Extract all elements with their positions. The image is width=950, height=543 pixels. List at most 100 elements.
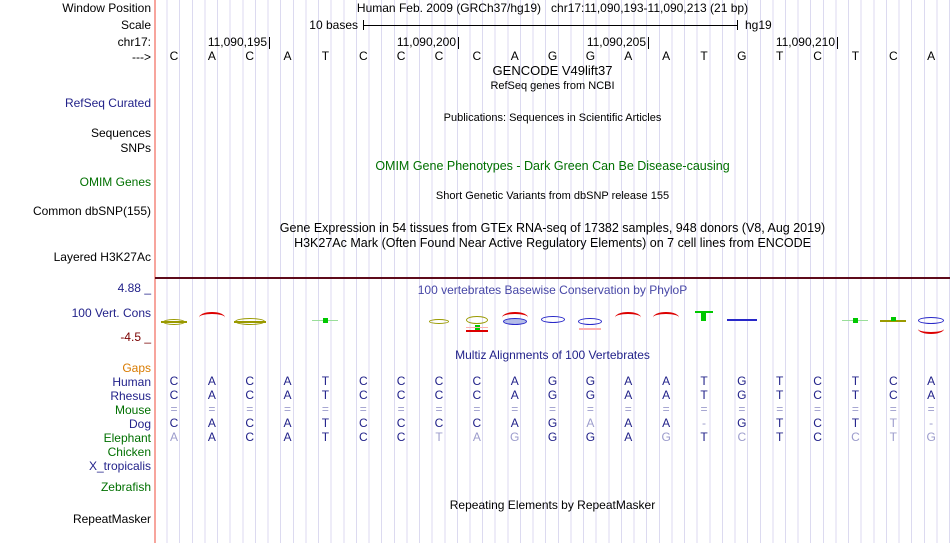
alignment-species-zebrafish[interactable]: Zebrafish bbox=[100, 480, 151, 494]
gencode-title[interactable]: GENCODE V49lift37 bbox=[492, 63, 613, 78]
alignment-letter: C bbox=[813, 374, 822, 388]
alignment-letter: C bbox=[888, 374, 898, 388]
ref-base: A bbox=[510, 49, 519, 63]
track-label-common-dbsnp[interactable]: Common dbSNP(155) bbox=[32, 204, 151, 218]
alignment-letter: C bbox=[245, 430, 255, 444]
alignment-species-dog[interactable]: Dog bbox=[128, 417, 151, 431]
alignment-letter: C bbox=[396, 416, 406, 430]
phylop-title[interactable]: 100 vertebrates Basewise Conservation by… bbox=[417, 283, 688, 297]
alignment-species-rhesus[interactable]: Rhesus bbox=[110, 389, 151, 403]
alignment-letter: A bbox=[662, 388, 671, 402]
alignment-species-gaps[interactable]: Gaps bbox=[122, 361, 151, 375]
alignment-species-x_tropicalis[interactable]: X_tropicalis bbox=[88, 459, 151, 473]
multiz-title[interactable]: Multiz Alignments of 100 Vertebrates bbox=[455, 348, 650, 362]
track-label-sequences[interactable]: Sequences bbox=[90, 126, 151, 140]
alignment-species-elephant[interactable]: Elephant bbox=[103, 431, 151, 445]
ref-base: C bbox=[396, 49, 406, 63]
alignment-letter: G bbox=[737, 374, 747, 388]
alignment-letter: = bbox=[435, 402, 443, 416]
alignment-letter: C bbox=[851, 430, 860, 444]
alignment-letter: C bbox=[434, 374, 444, 388]
alignment-letter: G bbox=[547, 416, 558, 430]
alignment-letter: C bbox=[245, 374, 255, 388]
alignment-letter: C bbox=[358, 416, 368, 430]
ref-base: G bbox=[585, 49, 596, 63]
alignment-species-human[interactable]: Human bbox=[112, 375, 151, 389]
conservation-mark bbox=[578, 318, 603, 325]
alignment-letter: = bbox=[473, 402, 481, 416]
conservation-mark bbox=[465, 327, 488, 328]
alignment-letter: C bbox=[245, 416, 255, 430]
conservation-mark bbox=[323, 318, 329, 323]
coord-label: 11,090,210 bbox=[775, 35, 835, 49]
track-label-omim-genes[interactable]: OMIM Genes bbox=[79, 175, 151, 189]
h3k27ac-title[interactable]: H3K27Ac Mark (Often Found Near Active Re… bbox=[294, 236, 811, 250]
alignment-species-chicken[interactable]: Chicken bbox=[107, 445, 151, 459]
track-label-refseq-curated[interactable]: RefSeq Curated bbox=[64, 96, 151, 110]
conservation-mark bbox=[653, 312, 680, 323]
alignment-letter: G bbox=[510, 430, 520, 444]
alignment-letter: A bbox=[624, 416, 633, 430]
alignment-letter: = bbox=[170, 402, 178, 416]
alignment-letter: G bbox=[926, 430, 936, 444]
scale-ruler bbox=[363, 20, 738, 30]
alignment-letter: G bbox=[547, 388, 558, 402]
alignment-letter: A bbox=[169, 430, 178, 444]
conservation-mark bbox=[726, 319, 757, 321]
conservation-mark bbox=[579, 328, 602, 330]
alignment-letter: A bbox=[662, 374, 671, 388]
omim-title[interactable]: OMIM Gene Phenotypes - Dark Green Can Be… bbox=[375, 159, 730, 173]
track-label-repeatmasker[interactable]: RepeatMasker bbox=[72, 512, 151, 526]
alignment-letter: G bbox=[547, 430, 558, 444]
track-label-vert-cons[interactable]: 100 Vert. Cons bbox=[71, 306, 151, 320]
alignment-letter: = bbox=[814, 402, 822, 416]
ref-base: A bbox=[927, 49, 936, 63]
alignment-letter: T bbox=[700, 430, 708, 444]
window-position-title: Human Feb. 2009 (GRCh37/hg19) chr17:11,0… bbox=[356, 1, 749, 15]
gtex-title[interactable]: Gene Expression in 54 tissues from GTEx … bbox=[279, 221, 826, 235]
publications-title[interactable]: Publications: Sequences in Scientific Ar… bbox=[443, 112, 662, 124]
track-label-cons-max: 4.88 _ bbox=[117, 281, 151, 295]
alignment-letter: T bbox=[776, 374, 784, 388]
alignment-letter: T bbox=[321, 388, 330, 402]
track-label-snps[interactable]: SNPs bbox=[120, 141, 151, 155]
coord-label: 11,090,205 bbox=[586, 35, 646, 49]
alignment-species-mouse[interactable]: Mouse bbox=[114, 403, 151, 417]
ref-base: A bbox=[283, 49, 292, 63]
alignment-letter: C bbox=[169, 416, 179, 430]
alignment-letter: A bbox=[586, 416, 595, 430]
coord-label: 11,090,200 bbox=[396, 35, 456, 49]
ref-base: C bbox=[472, 49, 482, 63]
alignment-letter: T bbox=[700, 388, 708, 402]
conservation-mark bbox=[540, 316, 565, 323]
conservation-mark bbox=[891, 317, 897, 321]
alignment-letter: T bbox=[889, 416, 897, 430]
coord-tick bbox=[837, 37, 838, 49]
alignment-letter: T bbox=[776, 416, 784, 430]
alignment-letter: = bbox=[208, 402, 216, 416]
alignment-letter: = bbox=[549, 402, 557, 416]
track-label-chrom: chr17: bbox=[117, 35, 151, 49]
alignment-letter: A bbox=[510, 416, 519, 430]
conservation-mark bbox=[853, 318, 859, 323]
alignment-letter: G bbox=[585, 374, 596, 388]
alignment-letter: A bbox=[624, 388, 633, 402]
alignment-letter: = bbox=[776, 402, 784, 416]
ref-base: A bbox=[662, 49, 671, 63]
track-start-line bbox=[154, 0, 156, 543]
alignment-letter: C bbox=[472, 374, 482, 388]
alignment-letter: C bbox=[813, 388, 822, 402]
conservation-mark bbox=[615, 312, 642, 323]
ref-base: T bbox=[851, 49, 860, 63]
alignment-letter: = bbox=[927, 402, 935, 416]
alignment-letter: A bbox=[927, 374, 936, 388]
alignment-letter: C bbox=[472, 416, 482, 430]
conservation-mark bbox=[918, 324, 945, 334]
refseq-subtitle[interactable]: RefSeq genes from NCBI bbox=[490, 80, 615, 92]
repeatmasker-title[interactable]: Repeating Elements by RepeatMasker bbox=[449, 498, 656, 512]
ref-base: C bbox=[813, 49, 822, 63]
dbsnp-subtitle[interactable]: Short Genetic Variants from dbSNP releas… bbox=[435, 190, 670, 202]
track-label-layered-h3k27ac[interactable]: Layered H3K27Ac bbox=[53, 250, 151, 264]
alignment-letter: G bbox=[737, 416, 747, 430]
